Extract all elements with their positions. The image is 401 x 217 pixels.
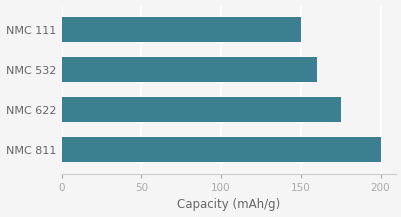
Bar [61, 17, 300, 42]
Bar [61, 137, 380, 162]
Bar [61, 97, 340, 122]
X-axis label: Capacity (mAh/g): Capacity (mAh/g) [177, 198, 280, 211]
Bar [61, 57, 316, 82]
